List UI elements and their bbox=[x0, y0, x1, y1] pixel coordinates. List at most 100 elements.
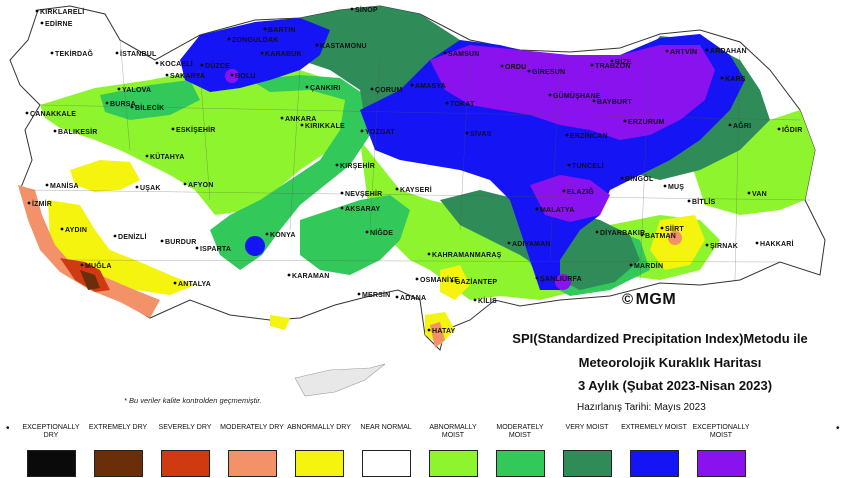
city-dot bbox=[105, 101, 109, 105]
city-label: KIRIKKALE bbox=[305, 123, 345, 130]
legend-label: ABNORMALLY DRY bbox=[287, 424, 351, 431]
city-label: KİLİS bbox=[478, 297, 497, 305]
city-label: KARAMAN bbox=[292, 273, 330, 280]
city-dot bbox=[443, 51, 447, 55]
map-title-line-3: 3 Aylık (Şubat 2023-Nisan 2023) bbox=[577, 378, 773, 393]
city-label: DENİZLİ bbox=[118, 233, 147, 241]
city-dot bbox=[665, 49, 669, 53]
city-label: GİRESUN bbox=[532, 68, 565, 76]
city-label: KOCAELİ bbox=[160, 60, 193, 68]
city-dot bbox=[145, 154, 149, 158]
city-label: ANKARA bbox=[285, 116, 317, 123]
city-dot bbox=[450, 279, 454, 283]
city-label: KASTAMONU bbox=[320, 43, 367, 50]
city-dot bbox=[415, 277, 419, 281]
city-label: EDİRNE bbox=[45, 20, 73, 28]
legend-swatch bbox=[696, 450, 746, 477]
legend-swatch bbox=[26, 450, 76, 477]
city-label: ESKİŞEHİR bbox=[176, 126, 216, 134]
city-label: SİNOP bbox=[355, 6, 378, 14]
city-label: UŞAK bbox=[140, 185, 161, 192]
city-label: MUŞ bbox=[668, 184, 684, 191]
legend-item: EXCEPTIONALLY MOIST bbox=[688, 424, 754, 477]
city-label: AMASYA bbox=[415, 83, 446, 90]
city-dot bbox=[335, 163, 339, 167]
city-label: AĞRI bbox=[733, 121, 751, 130]
city-label: SİVAS bbox=[470, 130, 492, 138]
city-label: ISPARTA bbox=[200, 246, 231, 253]
city-dot bbox=[260, 51, 264, 55]
city-label: SAMSUN bbox=[448, 51, 480, 58]
city-label: TOKAT bbox=[450, 101, 475, 108]
legend-item: EXTREMELY DRY bbox=[85, 424, 151, 477]
legend-swatch bbox=[160, 450, 210, 477]
city-label: ARTVİN bbox=[670, 48, 697, 56]
city-label: İZMİR bbox=[32, 200, 52, 208]
prepared-date: Hazırlanış Tarihi: Mayıs 2023 bbox=[577, 402, 706, 413]
city-label: MARDİN bbox=[634, 262, 663, 270]
legend-swatch bbox=[562, 450, 612, 477]
city-label: TRABZON bbox=[595, 63, 631, 70]
legend-swatch bbox=[294, 450, 344, 477]
city-dot bbox=[265, 232, 269, 236]
city-dot bbox=[777, 127, 781, 131]
city-dot bbox=[53, 129, 57, 133]
city-dot bbox=[287, 273, 291, 277]
logo-text: MGM bbox=[635, 291, 677, 308]
city-dot bbox=[365, 230, 369, 234]
city-label: DİYARBAKIR bbox=[600, 229, 645, 237]
city-label: TUNCELİ bbox=[572, 162, 604, 170]
city-label: KARS bbox=[725, 76, 746, 83]
legend-label: SEVERELY DRY bbox=[158, 424, 212, 431]
city-label: AYDIN bbox=[65, 227, 87, 234]
city-labels: KIRKLARELİ EDİRNE TEKİRDAĞ İSTANBUL ÇANAKKAL… bbox=[25, 6, 802, 335]
city-label: ORDU bbox=[505, 64, 526, 71]
legend-bullet-right: • bbox=[836, 423, 840, 434]
severely-dry-zone bbox=[60, 258, 110, 292]
city-label: HATAY bbox=[432, 328, 456, 335]
city-dot bbox=[567, 163, 571, 167]
city-label: HAKKARİ bbox=[760, 240, 794, 248]
city-label: OSMANİYE bbox=[420, 276, 459, 284]
city-dot bbox=[115, 51, 119, 55]
city-label: KONYA bbox=[270, 232, 296, 239]
city-dot bbox=[195, 246, 199, 250]
legend-swatch bbox=[629, 450, 679, 477]
city-label: SAKARYA bbox=[170, 73, 205, 80]
city-dot bbox=[535, 276, 539, 280]
city-label: ADIYAMAN bbox=[512, 241, 551, 248]
city-dot bbox=[173, 281, 177, 285]
city-label: ZONGULDAK bbox=[232, 37, 279, 44]
province-boundaries bbox=[29, 39, 811, 281]
city-label: DÜZCE bbox=[205, 61, 230, 70]
legend-item: ABNORMALLY MOIST bbox=[420, 424, 486, 477]
city-dot bbox=[230, 73, 234, 77]
city-label: BARTIN bbox=[268, 27, 296, 34]
city-label: MUĞLA bbox=[85, 261, 112, 270]
city-label: ŞANLIURFA bbox=[540, 276, 582, 283]
city-dot bbox=[755, 241, 759, 245]
city-dot bbox=[427, 328, 431, 332]
map-title-line-2: Meteorolojik Kuraklık Haritası bbox=[578, 355, 762, 370]
city-label: ADANA bbox=[400, 295, 426, 302]
legend-item: MODERATELY DRY bbox=[219, 424, 285, 477]
city-dot bbox=[165, 73, 169, 77]
city-label: KAYSERİ bbox=[400, 186, 432, 194]
city-dot bbox=[35, 9, 39, 13]
city-label: MANİSA bbox=[50, 182, 79, 190]
city-label: ARDAHAN bbox=[710, 48, 747, 55]
quality-note: * Bu veriler kalite kontrolden geçmemişt… bbox=[124, 396, 262, 405]
city-dot bbox=[640, 233, 644, 237]
city-label: ÇANAKKALE bbox=[30, 111, 76, 118]
city-label: IĞDIR bbox=[782, 125, 802, 134]
legend-label: EXTREMELY MOIST bbox=[621, 424, 687, 431]
legend-label: EXCEPTIONALLY MOIST bbox=[692, 424, 750, 439]
city-dot bbox=[80, 263, 84, 267]
city-label: AKSARAY bbox=[345, 206, 381, 213]
legend-item: NEAR NORMAL bbox=[353, 424, 419, 477]
city-dot bbox=[370, 87, 374, 91]
city-dot bbox=[155, 61, 159, 65]
city-label: KIRKLARELİ bbox=[40, 8, 84, 16]
legend-swatch bbox=[227, 450, 277, 477]
city-dot bbox=[410, 83, 414, 87]
